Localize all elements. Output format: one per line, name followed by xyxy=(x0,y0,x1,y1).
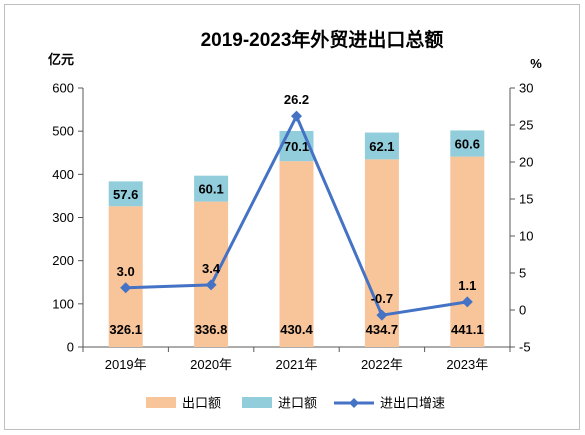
legend-label-import: 进口额 xyxy=(278,396,317,411)
right-tick-label: 15 xyxy=(519,192,533,207)
right-tick-label: 25 xyxy=(519,118,533,133)
right-tick-label: 30 xyxy=(519,81,533,96)
left-axis-unit: 亿元 xyxy=(48,52,74,67)
bar-export-label: 441.1 xyxy=(451,322,484,337)
growth-point xyxy=(461,296,473,308)
growth-label: -0.7 xyxy=(371,291,393,306)
x-tick-label: 2022年 xyxy=(361,357,403,372)
bar-export xyxy=(108,206,143,347)
bar-import-label: 57.6 xyxy=(113,187,138,202)
bar-export xyxy=(279,161,314,347)
bar-export-label: 430.4 xyxy=(280,322,313,337)
bar-import-label: 62.1 xyxy=(369,139,394,154)
right-tick-label: 10 xyxy=(519,229,533,244)
bar-import xyxy=(450,130,485,157)
growth-point xyxy=(376,309,388,321)
left-tick-label: 600 xyxy=(52,81,74,96)
growth-label: 1.1 xyxy=(458,278,476,293)
bar-import xyxy=(194,175,229,202)
growth-label: 3.0 xyxy=(117,264,135,279)
right-tick-label: 20 xyxy=(519,155,533,170)
left-tick-label: 300 xyxy=(52,210,74,225)
left-tick-label: 400 xyxy=(52,167,74,182)
bar-export-label: 336.8 xyxy=(195,322,228,337)
left-tick-label: 100 xyxy=(52,296,74,311)
chart-title: 2019-2023年外贸进出口总额 xyxy=(201,28,444,51)
legend-swatch-export xyxy=(146,397,176,408)
growth-point xyxy=(120,282,132,294)
bar-import xyxy=(364,132,399,160)
bar-export xyxy=(450,156,485,347)
left-tick-label: 0 xyxy=(67,340,74,355)
legend-swatch-import xyxy=(242,397,272,408)
growth-point xyxy=(291,110,302,122)
x-tick-label: 2020年 xyxy=(190,357,232,372)
bar-import xyxy=(108,181,143,207)
x-tick-label: 2021年 xyxy=(276,357,318,372)
bar-import-label: 60.1 xyxy=(198,182,223,197)
x-tick-label: 2019年 xyxy=(105,357,147,372)
right-tick-label: 0 xyxy=(519,303,526,318)
right-tick-label: -5 xyxy=(519,340,531,355)
bar-export-label: 326.1 xyxy=(109,322,142,337)
bar-export-label: 434.7 xyxy=(366,322,399,337)
right-tick-label: 5 xyxy=(519,266,526,281)
left-tick-label: 500 xyxy=(52,124,74,139)
legend-label-export: 出口额 xyxy=(182,396,221,411)
x-tick-label: 2023年 xyxy=(446,357,488,372)
left-tick-label: 200 xyxy=(52,253,74,268)
bar-import-label: 60.6 xyxy=(455,137,480,152)
bar-import-label: 70.1 xyxy=(284,139,309,154)
bar-export xyxy=(194,201,229,347)
legend-marker-growth xyxy=(349,398,359,408)
growth-label: 3.4 xyxy=(202,261,221,276)
right-axis-unit: % xyxy=(530,56,542,71)
legend-label-growth: 进出口增速 xyxy=(380,396,445,411)
growth-label: 26.2 xyxy=(284,92,309,107)
growth-point xyxy=(205,279,217,291)
